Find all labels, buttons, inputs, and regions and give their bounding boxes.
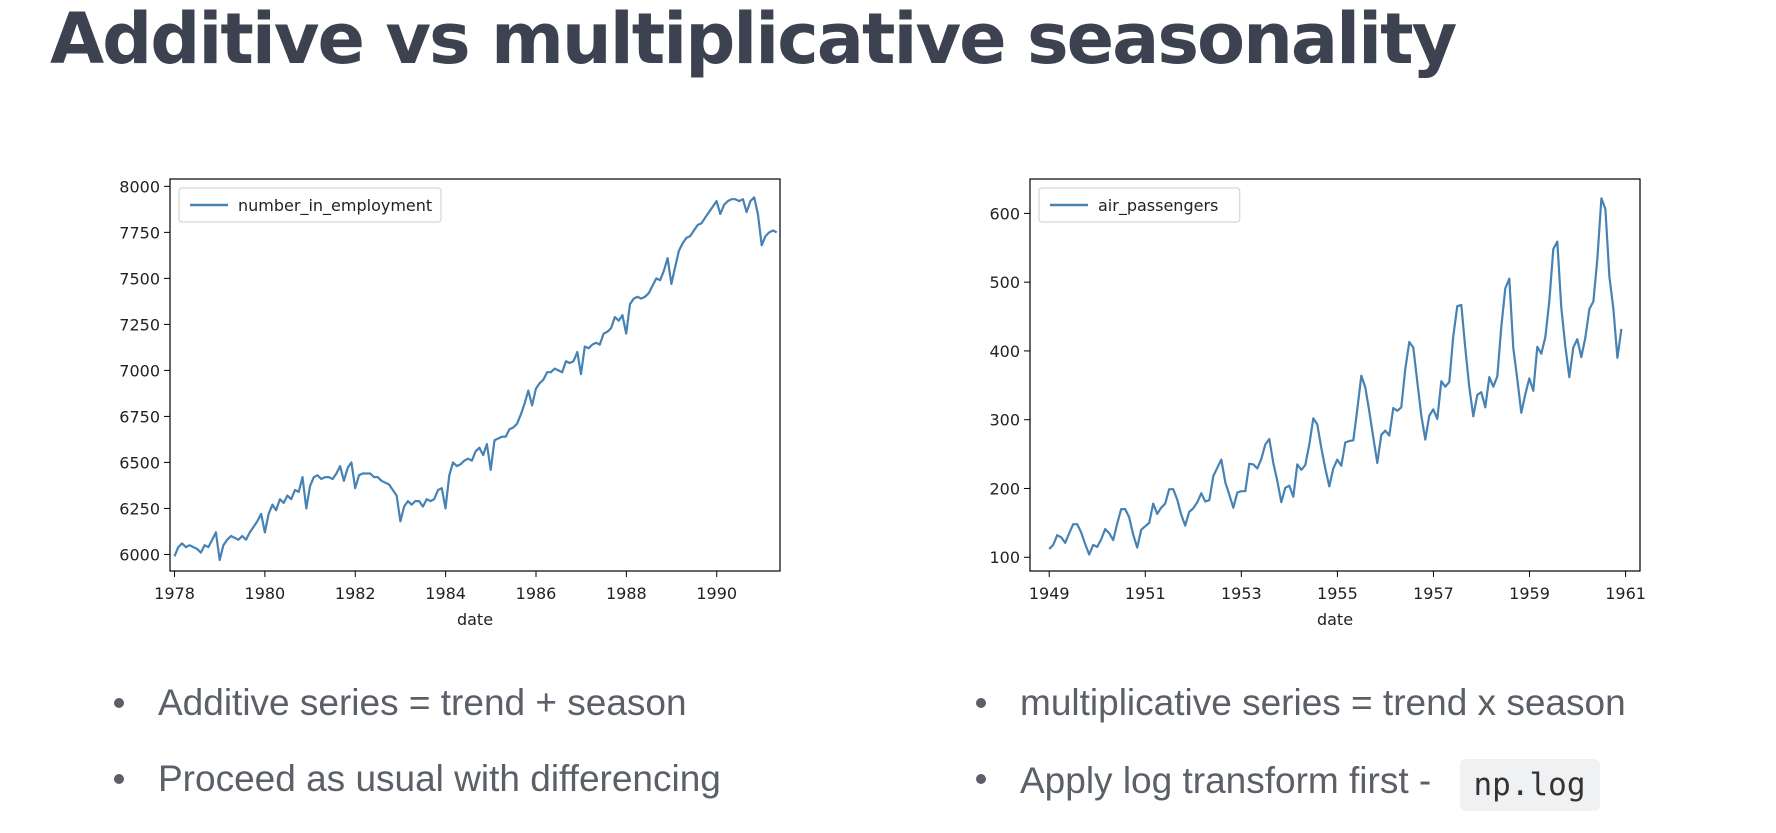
x-axis-label: date bbox=[1317, 610, 1353, 629]
y-tick-label: 6500 bbox=[119, 453, 160, 472]
slide-title: Additive vs multiplicative seasonality bbox=[50, 0, 1457, 80]
x-tick-label: 1980 bbox=[245, 584, 286, 603]
y-tick-label: 100 bbox=[989, 548, 1020, 567]
bullet-dot-icon bbox=[976, 774, 986, 784]
bullet-text: Additive series = trend + season bbox=[158, 682, 687, 723]
x-tick-label: 1953 bbox=[1221, 584, 1262, 603]
y-tick-label: 8000 bbox=[119, 177, 160, 196]
legend-label: air_passengers bbox=[1098, 196, 1218, 216]
y-tick-label: 7000 bbox=[119, 361, 160, 380]
bullet-text: multiplicative series = trend x season bbox=[1020, 682, 1626, 723]
y-tick-label: 7250 bbox=[119, 315, 160, 334]
bullet-item: Apply log transform first - np.log bbox=[960, 757, 1626, 833]
y-tick-label: 7750 bbox=[119, 223, 160, 242]
x-axis-label: date bbox=[457, 610, 493, 629]
x-tick-label: 1951 bbox=[1125, 584, 1166, 603]
legend: number_in_employment bbox=[178, 187, 442, 223]
x-tick-label: 1959 bbox=[1509, 584, 1550, 603]
y-tick-label: 400 bbox=[989, 342, 1020, 361]
legend: air_passengers bbox=[1038, 187, 1241, 223]
x-tick-label: 1982 bbox=[335, 584, 376, 603]
plot-frame bbox=[169, 178, 781, 572]
bullet-text: Proceed as usual with differencing bbox=[158, 758, 721, 799]
employment-chart: 1978 1980 1982 1984 1986 1988 1990 6000 6250 6500… bbox=[119, 177, 781, 629]
series-line bbox=[173, 196, 778, 562]
bullet-item: Proceed as usual with differencing bbox=[98, 757, 721, 833]
y-tick-label: 6000 bbox=[119, 545, 160, 564]
y-tick-label: 600 bbox=[989, 204, 1020, 223]
bullet-dot-icon bbox=[976, 698, 986, 708]
additive-bullet-list: Additive series = trend + season Proceed… bbox=[98, 681, 721, 833]
y-tick-label: 6250 bbox=[119, 499, 160, 518]
bullet-dot-icon bbox=[114, 774, 124, 784]
bullet-dot-icon bbox=[114, 698, 124, 708]
x-tick-label: 1961 bbox=[1605, 584, 1646, 603]
y-tick-label: 500 bbox=[989, 273, 1020, 292]
x-tick-label: 1955 bbox=[1317, 584, 1358, 603]
legend-label: number_in_employment bbox=[238, 196, 432, 216]
y-tick-label: 200 bbox=[989, 479, 1020, 498]
bullet-item: multiplicative series = trend x season bbox=[960, 681, 1626, 757]
plot-frame bbox=[1029, 178, 1641, 572]
x-tick-label: 1957 bbox=[1413, 584, 1454, 603]
y-tick-label: 300 bbox=[989, 411, 1020, 430]
x-tick-label: 1984 bbox=[425, 584, 466, 603]
x-tick-label: 1990 bbox=[696, 584, 737, 603]
y-tick-label: 7500 bbox=[119, 269, 160, 288]
air-passengers-chart: 1949 1951 1953 1955 1957 1959 1961 100 200 300 400… bbox=[989, 178, 1646, 629]
multiplicative-bullet-list: multiplicative series = trend x season A… bbox=[960, 681, 1626, 833]
bullet-text: Apply log transform first - bbox=[1020, 760, 1432, 801]
bullet-item: Additive series = trend + season bbox=[98, 681, 721, 757]
code-snippet: np.log bbox=[1459, 759, 1600, 811]
legend-box bbox=[1038, 187, 1241, 223]
x-tick-label: 1988 bbox=[606, 584, 647, 603]
x-tick-label: 1978 bbox=[154, 584, 195, 603]
x-tick-label: 1986 bbox=[516, 584, 557, 603]
legend-box bbox=[178, 187, 442, 223]
series-line bbox=[1048, 197, 1623, 556]
x-tick-label: 1949 bbox=[1029, 584, 1070, 603]
y-tick-label: 6750 bbox=[119, 407, 160, 426]
